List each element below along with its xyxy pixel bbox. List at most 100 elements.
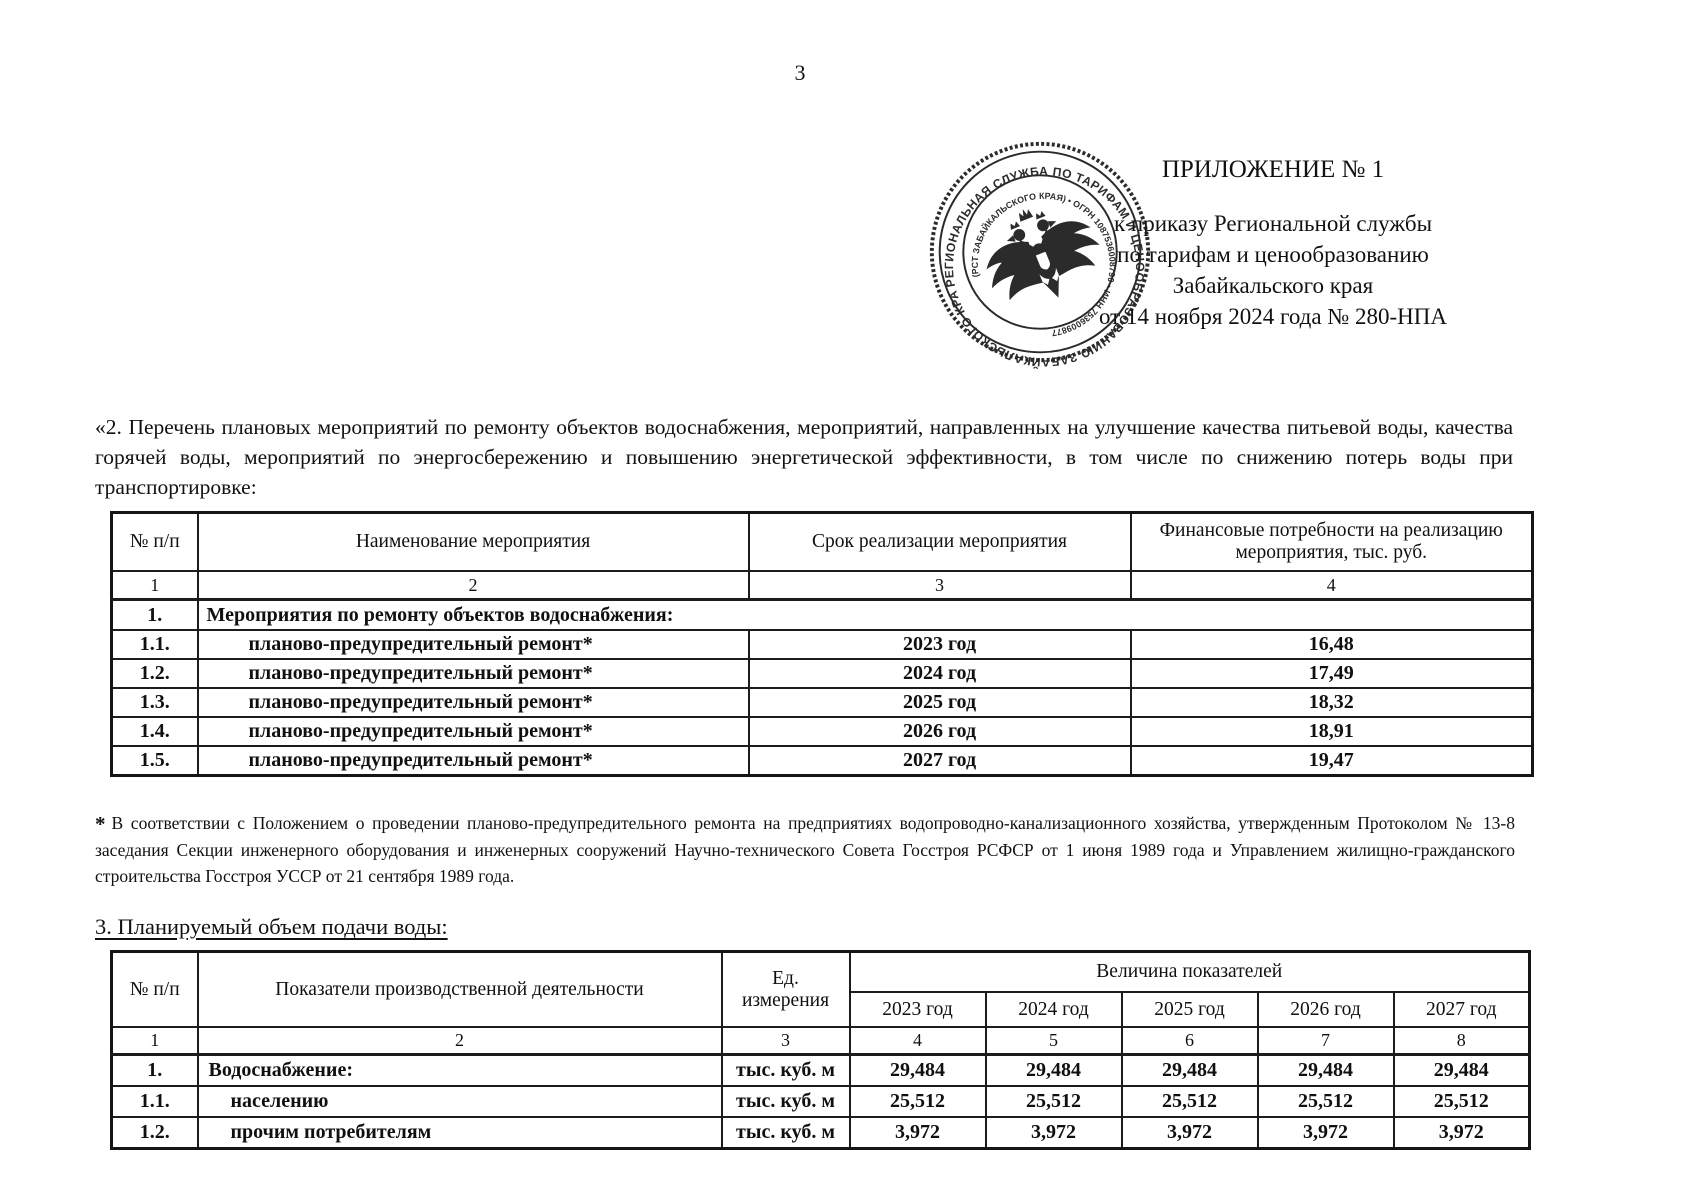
col-number: 2: [196, 570, 750, 601]
stamp-inner-ring: [962, 174, 1118, 330]
col-number: 2: [196, 1026, 723, 1056]
footnote: * В соответствии с Положением о проведени…: [95, 810, 1515, 889]
table-row: 1.4. планово-предупредительный ремонт* 2…: [110, 716, 1534, 747]
official-stamp: РЕГИОНАЛЬНАЯ СЛУЖБА ПО ТАРИФАМ И ЦЕНООБР…: [922, 134, 1158, 370]
value-2026: 29,484: [1256, 1053, 1395, 1087]
water-supply-volume-table: № п/п Показатели производственной деятел…: [110, 950, 1532, 1150]
value-2027: 3,972: [1392, 1116, 1531, 1150]
year-header: 2024 год: [984, 991, 1123, 1028]
value-2023: 3,972: [848, 1116, 987, 1150]
value-2024: 25,512: [984, 1085, 1123, 1118]
col-number: 4: [848, 1026, 987, 1056]
col-number: 3: [720, 1026, 851, 1056]
col-number: 1: [110, 570, 199, 601]
col-number: 3: [747, 570, 1132, 601]
unit: тыс. куб. м: [720, 1085, 851, 1118]
measure-term: 2023 год: [747, 629, 1132, 660]
row-num: 1.3.: [110, 687, 199, 718]
year-header: 2025 год: [1120, 991, 1259, 1028]
table-row: 1.1. населению тыс. куб. м 25,512 25,512…: [110, 1085, 1531, 1118]
column-number-row: 1 2 3 4: [110, 570, 1534, 601]
table-row: 1.1. планово-предупредительный ремонт* 2…: [110, 629, 1534, 660]
col-header-values-group: Величина показателей: [848, 950, 1531, 993]
measure-term: 2027 год: [747, 745, 1132, 777]
table-header-row: № п/п Наименование мероприятия Срок реал…: [110, 511, 1534, 572]
measure-value: 16,48: [1129, 629, 1534, 660]
table-row: 1.2. планово-предупредительный ремонт* 2…: [110, 658, 1534, 689]
col-header-num: № п/п: [110, 950, 199, 1028]
section-label: Мероприятия по ремонту объектов водоснаб…: [196, 598, 1534, 631]
row-num: 1.5.: [110, 745, 199, 777]
section-row: 1. Мероприятия по ремонту объектов водос…: [110, 598, 1534, 631]
footnote-text: В соответствии с Положением о проведении…: [95, 813, 1515, 886]
col-header-finance: Финансовые потребности на реализацию мер…: [1129, 511, 1534, 572]
row-num: 1.2.: [110, 1116, 199, 1150]
appendix-header: ПРИЛОЖЕНИЕ № 1 к приказу Региональной сл…: [1048, 156, 1498, 332]
page-number: 3: [794, 60, 806, 85]
appendix-order-date: от 14 ноября 2024 года № 280-НПА: [1098, 304, 1448, 329]
stamp-outer-ring: [938, 150, 1142, 354]
value-2027: 29,484: [1392, 1053, 1531, 1087]
col-number: 1: [110, 1026, 199, 1056]
year-header: 2026 год: [1256, 991, 1395, 1028]
col-header-num: № п/п: [110, 511, 199, 572]
indicator-name: населению: [196, 1085, 723, 1118]
table-row: 1.2. прочим потребителям тыс. куб. м 3,9…: [110, 1116, 1531, 1150]
value-2025: 3,972: [1120, 1116, 1259, 1150]
col-header-unit: Ед. измерения: [720, 950, 851, 1028]
col-number: 5: [984, 1026, 1123, 1056]
year-header-row: 2023 год 2024 год 2025 год 2026 год 2027…: [112, 991, 1531, 1028]
value-2023: 25,512: [848, 1085, 987, 1118]
unit: тыс. куб. м: [720, 1053, 851, 1087]
col-number: 7: [1256, 1026, 1395, 1056]
measure-value: 17,49: [1129, 658, 1534, 689]
table-row: 1.3. планово-предупредительный ремонт* 2…: [110, 687, 1534, 718]
year-header: 2027 год: [1392, 991, 1531, 1028]
measure-term: 2025 год: [747, 687, 1132, 718]
value-2026: 3,972: [1256, 1116, 1395, 1150]
measure-value: 19,47: [1129, 745, 1534, 777]
stamp-outer-serrated-ring: [929, 141, 1151, 363]
col-number: 6: [1120, 1026, 1259, 1056]
indicator-name: прочим потребителям: [196, 1116, 723, 1150]
col-number: 4: [1129, 570, 1534, 601]
col-header-name: Наименование мероприятия: [196, 511, 750, 572]
repair-measures-table: № п/п Наименование мероприятия Срок реал…: [110, 511, 1534, 777]
measure-name: планово-предупредительный ремонт*: [196, 687, 750, 718]
row-num: 1.1.: [110, 629, 199, 660]
measure-name: планово-предупредительный ремонт*: [196, 716, 750, 747]
row-num: 1.4.: [110, 716, 199, 747]
column-number-row: 1 2 3 4 5 6 7 8: [110, 1026, 1531, 1056]
appendix-line: к приказу Региональной службы: [1113, 211, 1433, 236]
col-header-indicator: Показатели производственной деятельности: [196, 950, 723, 1028]
row-num: 1.1.: [110, 1085, 199, 1118]
footnote-marker: *: [95, 812, 106, 836]
measure-term: 2026 год: [747, 716, 1132, 747]
col-number: 8: [1392, 1026, 1531, 1056]
intro-paragraph: «2. Перечень плановых мероприятий по рем…: [95, 415, 1513, 499]
measure-name: планово-предупредительный ремонт*: [196, 629, 750, 660]
double-headed-eagle-icon: [986, 209, 1100, 301]
indicator-name: Водоснабжение:: [196, 1053, 723, 1087]
measure-name: планово-предупредительный ремонт*: [196, 745, 750, 777]
value-2027: 25,512: [1392, 1085, 1531, 1118]
measure-value: 18,32: [1129, 687, 1534, 718]
row-num: 1.: [110, 1053, 199, 1087]
appendix-line: по тарифам и ценообразованию: [1117, 242, 1429, 267]
section3-heading: 3. Планируемый объем подачи воды:: [95, 914, 448, 939]
appendix-line: Забайкальского края: [1172, 273, 1374, 298]
table-header-row: № п/п Показатели производственной деятел…: [110, 950, 1531, 1028]
year-header: 2023 год: [848, 991, 987, 1028]
col-header-term: Срок реализации мероприятия: [747, 511, 1132, 572]
unit: тыс. куб. м: [720, 1116, 851, 1150]
appendix-title: ПРИЛОЖЕНИЕ № 1: [1161, 156, 1385, 183]
value-2024: 3,972: [984, 1116, 1123, 1150]
value-2023: 29,484: [848, 1053, 987, 1087]
measure-term: 2024 год: [747, 658, 1132, 689]
row-num: 1.2.: [110, 658, 199, 689]
value-2025: 29,484: [1120, 1053, 1259, 1087]
measure-value: 18,91: [1129, 716, 1534, 747]
table-row: 1. Водоснабжение: тыс. куб. м 29,484 29,…: [110, 1053, 1531, 1087]
measure-name: планово-предупредительный ремонт*: [196, 658, 750, 689]
